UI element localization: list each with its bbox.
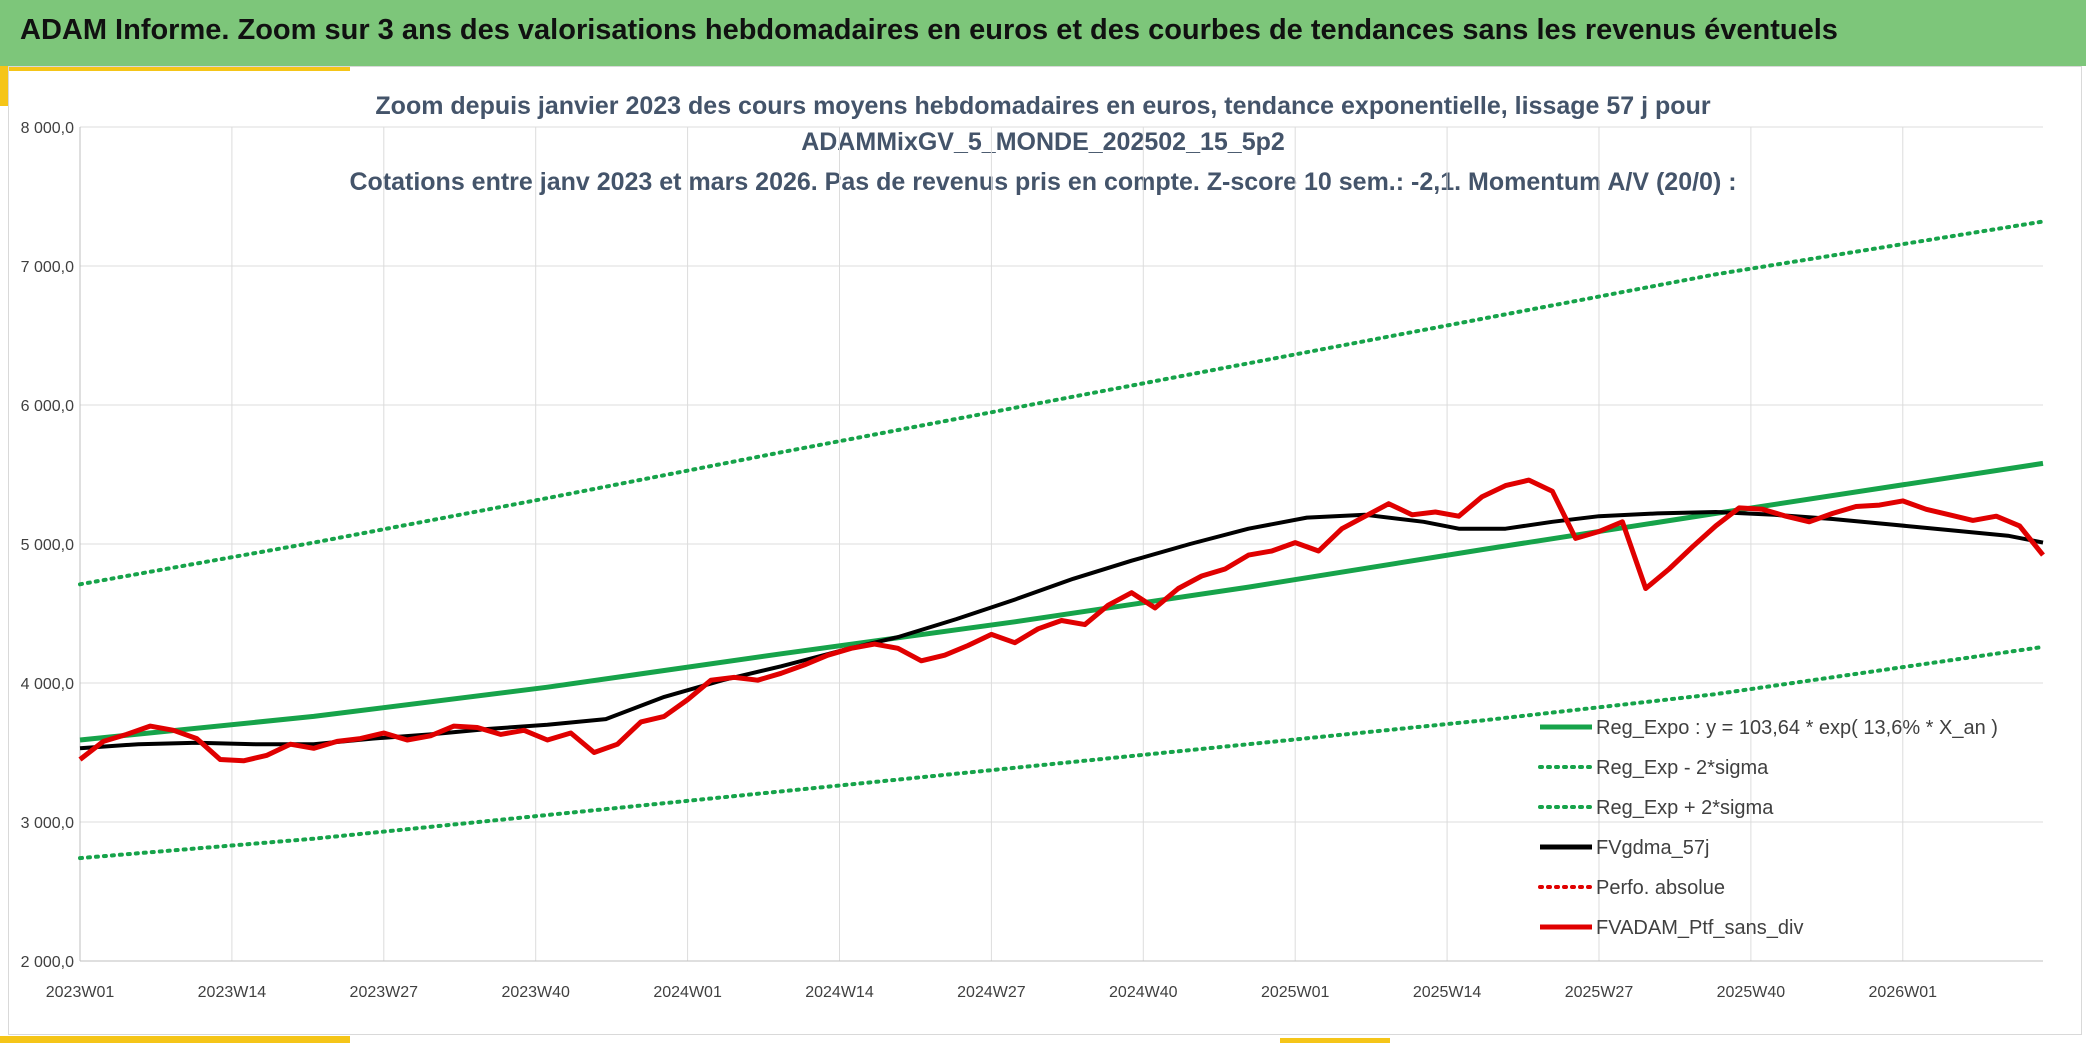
y-tick-label: 8 000,0 [21,120,74,137]
y-tick-label: 5 000,0 [21,537,74,554]
series-layer [78,219,2045,861]
page-title: ADAM Informe. Zoom sur 3 ans des valoris… [20,14,1838,46]
x-tick-label: 2025W27 [1565,984,1634,1001]
y-tick-label: 2 000,0 [21,954,74,971]
x-tick-label: 2024W40 [1109,984,1178,1001]
series-line-smooth [79,510,2044,751]
legend-label-trend: Reg_Expo : y = 103,64 * exp( 13,6% * X_a… [1596,717,1998,739]
legend-label-smooth: FVgdma_57j [1596,837,1709,859]
y-tick-label: 7 000,0 [21,259,74,276]
chart-frame [8,66,2082,1035]
legend-label-ptf: FVADAM_Ptf_sans_div [1596,917,1804,939]
y-axis: 2 000,0 3 000,0 4 000,0 5 000,0 6 000,0 7 000… [21,120,81,971]
series-line-lower [78,644,2045,861]
x-tick-label: 2023W14 [198,984,267,1001]
x-tick-label: 2023W01 [46,984,115,1001]
x-tick-label: 2026W01 [1869,984,1938,1001]
gridlines [79,126,2043,962]
accent-bar-bottom [0,1036,350,1043]
chart-title-line-2: ADAMMixGV_5_MONDE_202502_15_5p2 [801,128,1285,156]
x-tick-label: 2025W14 [1413,984,1482,1001]
x-tick-label: 2024W01 [653,984,722,1001]
y-tick-label: 3 000,0 [21,815,74,832]
x-tick-label: 2025W40 [1717,984,1786,1001]
legend-label-perf: Perfo. absolue [1596,877,1725,899]
x-tick-label: 2023W27 [350,984,419,1001]
title-banner [0,0,2086,66]
chart-title-line-3: Cotations entre janv 2023 et mars 2026. … [349,168,1737,196]
accent-bar-left [0,66,8,106]
x-tick-label: 2025W01 [1261,984,1330,1001]
x-tick-label: 2023W40 [501,984,570,1001]
accent-bar-top [0,66,350,71]
series-line-trend [79,460,2044,743]
y-tick-label: 4 000,0 [21,676,74,693]
x-tick-label: 2024W14 [805,984,874,1001]
legend: Reg_Expo : y = 103,64 * exp( 13,6% * X_a… [1538,717,1998,939]
legend-label-lower: Reg_Exp - 2*sigma [1596,757,1769,779]
x-tick-label: 2024W27 [957,984,1026,1001]
series-line-upper [78,219,2045,587]
legend-label-upper: Reg_Exp + 2*sigma [1596,797,1774,819]
x-axis: 2023W01 2023W14 2023W27 2023W40 2024W01 2024W… [46,960,2043,1001]
series-line-ptf [78,477,2045,764]
accent-bar-bottom-right [1280,1038,1390,1043]
chart-title-line-1: Zoom depuis janvier 2023 des cours moyen… [375,92,1711,120]
y-tick-label: 6 000,0 [21,398,74,415]
